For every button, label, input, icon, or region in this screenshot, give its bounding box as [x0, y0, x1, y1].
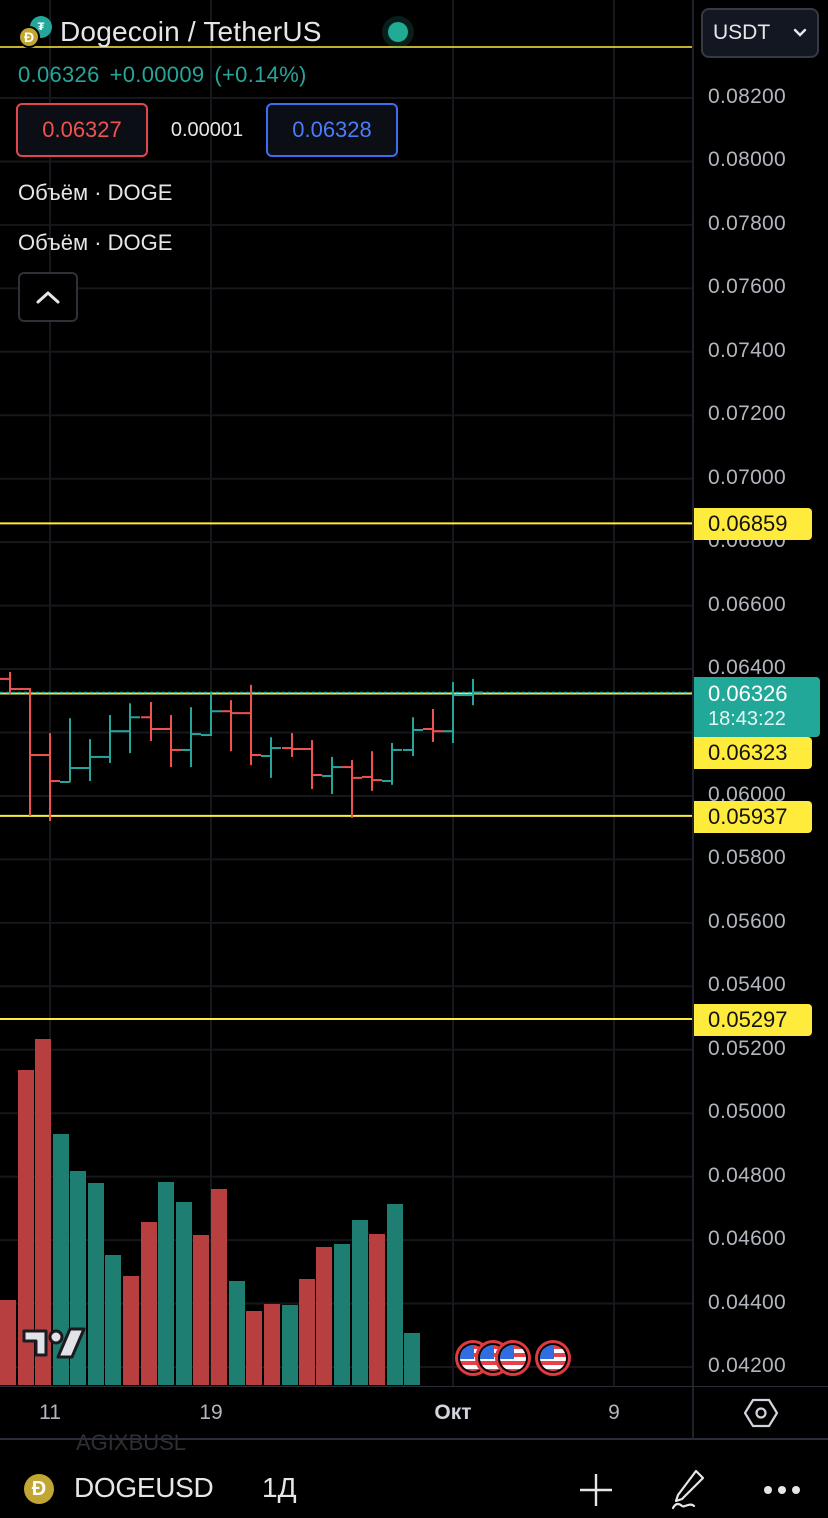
- drawing-tools-button[interactable]: [666, 1468, 710, 1512]
- currency-select-value: USDT: [713, 21, 771, 44]
- price-axis-label: 0.07200: [708, 402, 787, 426]
- level-tag: 0.06859: [694, 508, 812, 540]
- volume-bar: [264, 1304, 280, 1385]
- volume-bar: [387, 1204, 403, 1385]
- volume-bar: [176, 1202, 192, 1385]
- volume-bar: [352, 1220, 368, 1385]
- price-axis-label: 0.08000: [708, 148, 787, 172]
- time-label: 9: [608, 1401, 620, 1424]
- chart-settings-icon[interactable]: [744, 1398, 778, 1428]
- add-button[interactable]: [574, 1468, 618, 1512]
- volume-bar: [229, 1281, 245, 1385]
- volume-bar: [123, 1276, 139, 1385]
- bid-ask-panel: 0.06327 0.00001 0.06328: [16, 103, 398, 157]
- price-axis-label: 0.08200: [708, 85, 787, 108]
- level-tag: 0.06323: [694, 737, 812, 769]
- buy-ask-button[interactable]: 0.06328: [266, 103, 398, 157]
- volume-bar: [35, 1039, 51, 1385]
- volume-bar: [211, 1189, 227, 1385]
- volume-bar: [334, 1244, 350, 1385]
- us-event-flag-icon[interactable]: [535, 1340, 571, 1376]
- price-axis-label: 0.07800: [708, 211, 787, 235]
- price-axis-label: 0.07000: [708, 465, 787, 489]
- time-label: 11: [39, 1401, 61, 1424]
- volume-bar: [53, 1134, 69, 1385]
- time-label: 19: [199, 1401, 223, 1424]
- price-axis-label: 0.04800: [708, 1163, 787, 1187]
- volume-indicator-legend[interactable]: Объём · DOGE: [18, 180, 173, 205]
- price-axis-label: 0.05200: [708, 1036, 787, 1060]
- ghost-symbol-text: AGIXBUSL: [76, 1430, 187, 1455]
- price-axis-label: 0.04200: [708, 1354, 787, 1377]
- level-tag: 0.05297: [694, 1004, 812, 1036]
- volume-bar: [18, 1070, 34, 1385]
- volume-bar: [299, 1279, 315, 1385]
- pencil-icon: [671, 1469, 705, 1510]
- collapse-legend-button[interactable]: [18, 272, 78, 322]
- doge-coin-icon: Đ: [18, 26, 40, 48]
- spread-value: 0.00001: [170, 118, 244, 141]
- volume-indicator-legend[interactable]: Объём · DOGE: [18, 230, 173, 255]
- chevron-down-icon: [793, 28, 807, 37]
- volume-bar: [158, 1182, 174, 1385]
- volume-bar: [282, 1305, 298, 1385]
- symbol-title: Dogecoin / TetherUS: [60, 16, 322, 47]
- price-axis-divider: [692, 0, 694, 1440]
- more-options-button[interactable]: [760, 1468, 804, 1512]
- market-status-icon: [388, 22, 408, 42]
- price-axis-label: 0.06000: [708, 782, 787, 806]
- bottom-toolbar: Đ DOGEUSD 1Д: [0, 1460, 828, 1518]
- interval-button[interactable]: 1Д: [262, 1472, 297, 1503]
- last-price: 0.06326: [18, 62, 100, 87]
- price-axis-label: 0.07600: [708, 275, 787, 299]
- price-axis-label: 0.05800: [708, 846, 787, 870]
- sell-bid-button[interactable]: 0.06327: [16, 103, 148, 157]
- price-change: +0.00009: [109, 62, 205, 87]
- price-axis-label: 0.05400: [708, 973, 787, 997]
- volume-bar: [88, 1183, 104, 1385]
- more-horizontal-icon: [764, 1486, 800, 1494]
- price-chart[interactable]: [0, 0, 828, 1386]
- time-label: Окт: [434, 1401, 472, 1424]
- time-axis[interactable]: 11 19 Окт 9: [0, 1386, 828, 1440]
- doge-coin-icon: Đ: [24, 1474, 54, 1504]
- level-tag: 0.05937: [694, 801, 812, 833]
- bar-countdown: 18:43:22: [708, 708, 786, 730]
- price-axis-label: 0.06600: [708, 592, 787, 616]
- price-axis-label: 0.06400: [708, 656, 787, 680]
- symbol-title-row[interactable]: ₮ Đ Dogecoin / TetherUS: [18, 14, 322, 50]
- last-price-tag: 0.06326 18:43:22: [694, 677, 820, 737]
- us-event-flag-icon[interactable]: [495, 1340, 531, 1376]
- volume-bar: [0, 1300, 16, 1385]
- price-change-percent: (+0.14%): [214, 62, 307, 87]
- volume-bar: [105, 1255, 121, 1385]
- price-axis-label: 0.05000: [708, 1100, 787, 1124]
- chevron-up-icon: [36, 291, 60, 304]
- axis-corner-divider: [692, 1387, 694, 1439]
- volume-bar: [193, 1235, 209, 1385]
- volume-bar: [246, 1311, 262, 1385]
- tradingview-logo-icon[interactable]: [20, 1325, 86, 1363]
- price-axis-label: 0.04600: [708, 1227, 787, 1251]
- chart-legend: ₮ Đ Dogecoin / TetherUS 0.06326 +0.00009 (…: [0, 0, 692, 340]
- symbol-search-button[interactable]: DOGEUSD: [74, 1472, 214, 1503]
- volume-bar: [404, 1333, 420, 1385]
- plus-icon: [580, 1474, 612, 1506]
- volume-bar: [369, 1234, 385, 1385]
- price-axis-label: 0.07400: [708, 338, 787, 362]
- volume-bar: [141, 1222, 157, 1385]
- price-change-line: 0.06326 +0.00009 (+0.14%): [18, 62, 317, 88]
- last-price-tag-value: 0.06326: [708, 681, 788, 706]
- price-axis-label: 0.05600: [708, 909, 787, 933]
- pair-icons: ₮ Đ: [18, 14, 58, 50]
- currency-select[interactable]: USDT: [701, 8, 819, 58]
- price-axis-label: 0.04400: [708, 1290, 787, 1314]
- volume-bar: [316, 1247, 332, 1385]
